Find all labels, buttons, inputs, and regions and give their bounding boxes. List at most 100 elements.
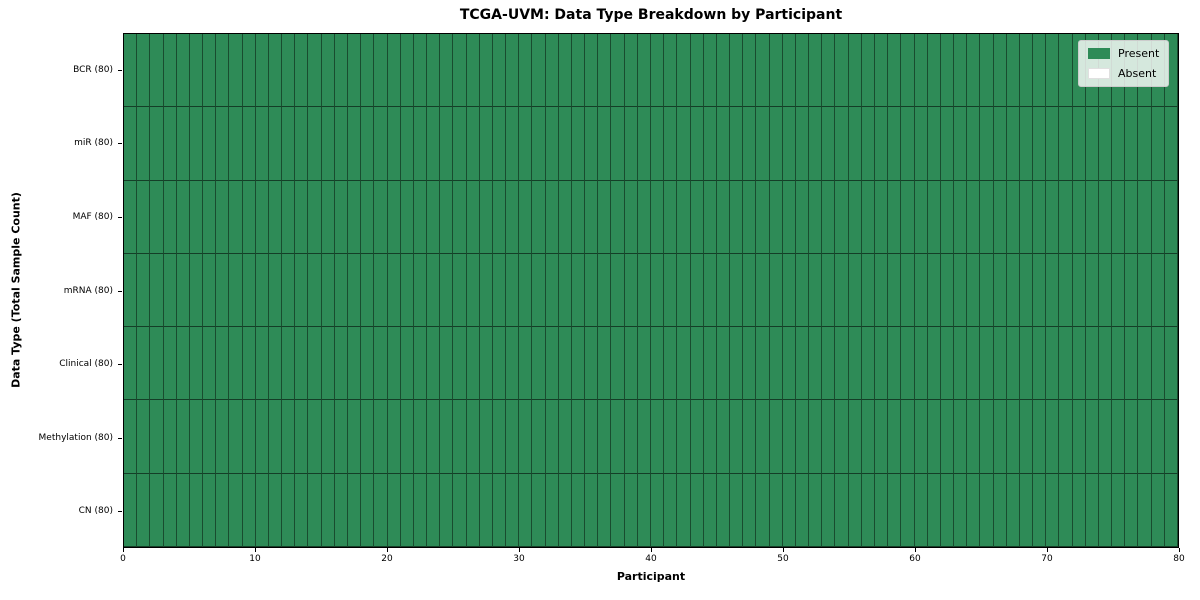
- heatmap-cell: [229, 253, 243, 328]
- heatmap-cell: [664, 327, 678, 401]
- heatmap-cell: [664, 473, 678, 547]
- heatmap-cell: [282, 107, 296, 181]
- heatmap-cell: [1019, 400, 1034, 474]
- heatmap-cell: [532, 34, 546, 108]
- y-tick-label: CN (80): [78, 506, 113, 517]
- heatmap-cell: [1085, 327, 1099, 401]
- heatmap-cell: [927, 253, 941, 328]
- heatmap-cell: [690, 327, 704, 401]
- heatmap-cell: [651, 473, 665, 547]
- heatmap-cell: [1085, 473, 1099, 547]
- heatmap-cell: [1164, 253, 1178, 328]
- heatmap-cell: [848, 327, 862, 401]
- heatmap-cell: [677, 107, 691, 181]
- heatmap-cell: [993, 400, 1007, 474]
- x-tick-label: 60: [909, 554, 921, 564]
- heatmap-cell: [611, 34, 625, 108]
- heatmap-cell: [822, 253, 836, 328]
- heatmap-cell: [545, 473, 559, 547]
- heatmap-cell: [413, 327, 428, 401]
- heatmap-cell: [334, 180, 348, 254]
- heatmap-cell: [1112, 107, 1126, 181]
- heatmap-cell: [795, 473, 810, 547]
- heatmap-cell: [756, 473, 770, 547]
- heatmap-cell: [1098, 327, 1113, 401]
- heatmap-cell: [1046, 400, 1060, 474]
- heatmap-cell: [571, 107, 586, 181]
- heatmap-cell: [874, 473, 889, 547]
- heatmap-cell: [334, 253, 348, 328]
- x-tick-label: 40: [645, 554, 657, 564]
- heatmap-cell: [1098, 107, 1113, 181]
- heatmap-cell: [308, 473, 322, 547]
- heatmap-cell: [874, 180, 889, 254]
- heatmap-cell: [690, 180, 704, 254]
- heatmap-cell: [703, 34, 717, 108]
- heatmap-cell: [954, 107, 968, 181]
- heatmap-cell: [637, 180, 651, 254]
- heatmap-cell: [176, 327, 190, 401]
- heatmap-cell: [1151, 400, 1165, 474]
- heatmap-cell: [189, 473, 204, 547]
- heatmap-cell: [1151, 180, 1165, 254]
- heatmap-cell: [716, 327, 731, 401]
- y-tick-label: miR (80): [74, 138, 113, 149]
- y-tick-label: mRNA (80): [63, 285, 113, 296]
- heatmap-cell: [334, 473, 348, 547]
- x-axis-title: Participant: [616, 570, 686, 583]
- heatmap-cell: [809, 34, 823, 108]
- heatmap-cell: [427, 400, 441, 474]
- heatmap-cell: [716, 180, 731, 254]
- heatmap-cell: [980, 107, 994, 181]
- heatmap-cell: [216, 473, 230, 547]
- heatmap-cell: [347, 253, 362, 328]
- heatmap-cell: [137, 34, 151, 108]
- heatmap-cell: [427, 473, 441, 547]
- heatmap-cell: [1033, 107, 1047, 181]
- heatmap-cell: [1046, 107, 1060, 181]
- heatmap-cell: [374, 107, 388, 181]
- heatmap-cell: [347, 327, 362, 401]
- heatmap-cell: [848, 253, 862, 328]
- heatmap-cell: [927, 400, 941, 474]
- heatmap-cell: [822, 400, 836, 474]
- heatmap-cell: [743, 400, 757, 474]
- heatmap-cell: [756, 107, 770, 181]
- heatmap-cell: [782, 34, 796, 108]
- heatmap-cell: [492, 400, 507, 474]
- heatmap-cell: [558, 400, 572, 474]
- heatmap-cell: [519, 473, 533, 547]
- heatmap-cell: [954, 473, 968, 547]
- heatmap-cell: [769, 180, 783, 254]
- heatmap-cell: [374, 327, 388, 401]
- heatmap-cell: [809, 180, 823, 254]
- heatmap-cell: [268, 107, 283, 181]
- heatmap-cell: [1098, 180, 1113, 254]
- heatmap-cell: [427, 327, 441, 401]
- heatmap-cell: [361, 180, 375, 254]
- heatmap-cell: [585, 253, 599, 328]
- heatmap-cell: [782, 253, 796, 328]
- heatmap-cell: [440, 473, 454, 547]
- y-tick-mark: [118, 511, 122, 513]
- heatmap-cell: [506, 34, 520, 108]
- heatmap-cell: [189, 34, 204, 108]
- heatmap-cell: [795, 107, 810, 181]
- heatmap-cell: [427, 34, 441, 108]
- heatmap-cell: [664, 180, 678, 254]
- heatmap-cell: [189, 400, 204, 474]
- heatmap-cell: [176, 34, 190, 108]
- heatmap-cell: [229, 107, 243, 181]
- heatmap-cell: [558, 34, 572, 108]
- heatmap-cell: [479, 107, 493, 181]
- heatmap-cell: [255, 253, 269, 328]
- heatmap-cell: [216, 253, 230, 328]
- heatmap-cell: [413, 180, 428, 254]
- heatmap-cell: [163, 400, 177, 474]
- heatmap-cell: [690, 34, 704, 108]
- heatmap-cell: [479, 253, 493, 328]
- heatmap-cell: [216, 327, 230, 401]
- heatmap-cell: [506, 253, 520, 328]
- x-tick-label: 50: [777, 554, 789, 564]
- heatmap-cell: [835, 253, 849, 328]
